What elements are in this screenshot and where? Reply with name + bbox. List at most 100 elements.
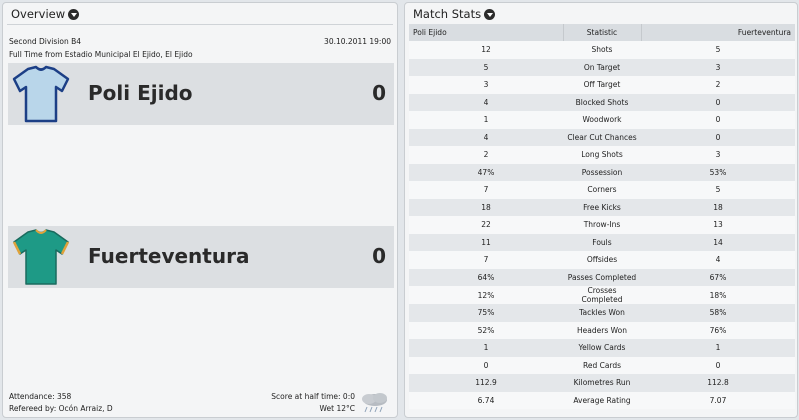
overview-panel: Overview Second Division B4 30.10.2011 1… [2, 2, 398, 418]
table-row: 4 Clear Cut Chances 0 [409, 128, 795, 146]
away-value: 58% [641, 304, 795, 322]
stat-label: Free Kicks [563, 198, 641, 216]
home-value: 3 [409, 76, 563, 94]
column-header-away[interactable]: Fuerteventura [641, 24, 795, 41]
home-value: 47% [409, 163, 563, 181]
away-value: 7.07 [641, 391, 795, 409]
table-row: 22 Throw-Ins 13 [409, 216, 795, 234]
away-team-score: 0 [372, 244, 386, 268]
stat-label: Clear Cut Chances [563, 128, 641, 146]
column-header-home[interactable]: Poli Ejido [409, 24, 564, 41]
home-value: 6.74 [409, 391, 563, 409]
table-row: 1 Yellow Cards 1 [409, 339, 795, 357]
home-value: 22 [409, 216, 563, 234]
stat-label: Fouls [563, 233, 641, 251]
home-team-name[interactable]: Poli Ejido [88, 81, 193, 105]
away-value: 18% [641, 286, 795, 304]
stat-label: Long Shots [563, 146, 641, 164]
dropdown-arrow-icon[interactable] [68, 8, 80, 20]
stat-label: Crosses Completed [563, 286, 641, 304]
table-row: 12% Crosses Completed 18% [409, 286, 795, 304]
away-value: 5 [641, 181, 795, 199]
away-kit-icon [12, 229, 70, 285]
away-value: 3 [641, 58, 795, 76]
table-row: 2 Long Shots 3 [409, 146, 795, 164]
home-value: 64% [409, 268, 563, 286]
table-row: 7 Corners 5 [409, 181, 795, 199]
away-team-name[interactable]: Fuerteventura [88, 244, 250, 268]
away-value: 0 [641, 111, 795, 129]
divider [7, 24, 393, 25]
home-value: 75% [409, 304, 563, 322]
table-row: 52% Headers Won 76% [409, 321, 795, 339]
stat-label: Off Target [563, 76, 641, 94]
referee-text[interactable]: Refereed by: Ocón Arraiz, D [9, 404, 113, 413]
table-row: 112.9 Kilometres Run 112.8 [409, 374, 795, 392]
table-row: 47% Possession 53% [409, 163, 795, 181]
home-value: 2 [409, 146, 563, 164]
away-value: 2 [641, 76, 795, 94]
full-time-venue: Full Time from Estadio Municipal El Ejid… [9, 50, 193, 59]
stat-label: Tackles Won [563, 304, 641, 322]
away-value: 53% [641, 163, 795, 181]
home-value: 7 [409, 181, 563, 199]
table-row: 11 Fouls 14 [409, 233, 795, 251]
away-value: 4 [641, 251, 795, 269]
dropdown-arrow-icon[interactable] [484, 8, 496, 20]
table-row: 5 On Target 3 [409, 58, 795, 76]
stat-label: Blocked Shots [563, 93, 641, 111]
rain-cloud-icon [362, 393, 387, 413]
home-value: 112.9 [409, 374, 563, 392]
away-value: 0 [641, 93, 795, 111]
table-row: 0 Red Cards 0 [409, 356, 795, 374]
home-value: 0 [409, 356, 563, 374]
stat-label: Red Cards [563, 356, 641, 374]
away-team-band: Fuerteventura 0 [8, 226, 394, 288]
home-value: 12% [409, 286, 563, 304]
table-header-row: Poli Ejido Statistic Fuerteventura [409, 24, 795, 41]
home-value: 5 [409, 58, 563, 76]
match-stats-panel: Match Stats Poli Ejido Statistic Fuertev… [404, 2, 798, 418]
table-row: 3 Off Target 2 [409, 76, 795, 94]
away-value: 5 [641, 41, 795, 59]
overview-title: Overview [11, 7, 66, 21]
away-value: 112.8 [641, 374, 795, 392]
half-time-score: Score at half time: 0:0 [271, 392, 355, 401]
stats-table: Poli Ejido Statistic Fuerteventura 12 Sho… [409, 24, 795, 409]
home-value: 12 [409, 41, 563, 59]
stat-label: Yellow Cards [563, 339, 641, 357]
attendance-text: Attendance: 358 [9, 392, 72, 401]
match-stats-title-button[interactable]: Match Stats [413, 7, 496, 21]
match-stats-title: Match Stats [413, 7, 482, 21]
away-value: 13 [641, 216, 795, 234]
table-row: 75% Tackles Won 58% [409, 304, 795, 322]
stat-label: Passes Completed [563, 268, 641, 286]
stat-label: Kilometres Run [563, 374, 641, 392]
weather-text: Wet 12°C [319, 404, 355, 413]
away-value: 14 [641, 233, 795, 251]
home-value: 1 [409, 111, 563, 129]
stat-label: Shots [563, 41, 641, 59]
home-team-score: 0 [372, 81, 386, 105]
away-value: 1 [641, 339, 795, 357]
home-team-band: Poli Ejido 0 [8, 63, 394, 125]
table-row: 18 Free Kicks 18 [409, 198, 795, 216]
overview-title-button[interactable]: Overview [11, 7, 80, 21]
table-row: 1 Woodwork 0 [409, 111, 795, 129]
away-value: 76% [641, 321, 795, 339]
column-header-statistic[interactable]: Statistic [563, 24, 642, 41]
table-row: 7 Offsides 4 [409, 251, 795, 269]
away-value: 3 [641, 146, 795, 164]
table-row: 12 Shots 5 [409, 41, 795, 59]
home-value: 18 [409, 198, 563, 216]
stat-label: Offsides [563, 251, 641, 269]
table-row: 6.74 Average Rating 7.07 [409, 391, 795, 409]
division-label[interactable]: Second Division B4 [9, 37, 82, 46]
stat-label: On Target [563, 58, 641, 76]
stat-label: Throw-Ins [563, 216, 641, 234]
home-value: 11 [409, 233, 563, 251]
home-value: 52% [409, 321, 563, 339]
away-value: 67% [641, 268, 795, 286]
table-row: 64% Passes Completed 67% [409, 268, 795, 286]
away-value: 0 [641, 128, 795, 146]
